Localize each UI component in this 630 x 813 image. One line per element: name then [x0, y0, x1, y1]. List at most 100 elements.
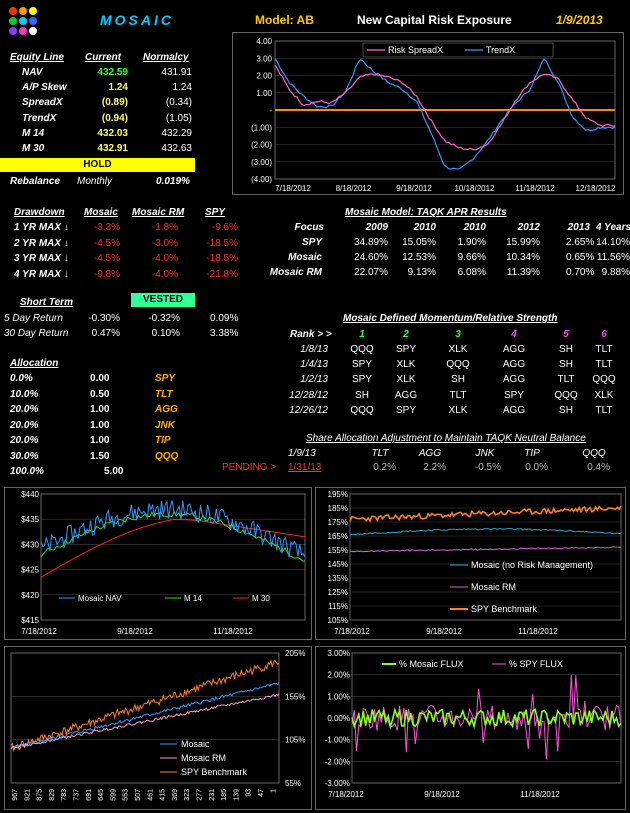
drawdown-header: Mosaic RM [132, 207, 185, 218]
drawdown-value: -4.5% [93, 253, 120, 264]
momentum-date: 1/2/13 [300, 374, 328, 386]
apr-value: 15.99% [506, 237, 540, 248]
rebalance-frequency: Monthly [77, 176, 113, 187]
y-tick-label: $415 [21, 616, 39, 625]
momentum-ticker: TLT [557, 374, 575, 386]
momentum-title: Mosaic Defined Momentum/Relative Strengt… [343, 313, 558, 324]
allocation-units: 1.50 [90, 450, 110, 462]
momentum-ticker: XLK [396, 374, 416, 386]
share-adj-title: Share Allocation Adjustment to Maintain … [306, 433, 586, 444]
equity-row-label: M 30 [22, 143, 45, 154]
allocation-percent: 10.0% [10, 388, 39, 400]
y-tick-label: 125% [328, 588, 348, 597]
x-tick-label: 1 [270, 789, 277, 793]
y-tick-label: 145% [328, 560, 348, 569]
share-adj-value: 0.0% [525, 462, 548, 473]
equity-row-normalcy: (1.05) [165, 112, 192, 124]
momentum-date: 1/8/13 [300, 344, 328, 355]
drawdown-value: -4.0% [151, 268, 178, 280]
momentum-date: 12/26/12 [289, 404, 328, 416]
x-tick-label: 7/18/2012 [21, 627, 57, 636]
allocation-units: 1.00 [90, 419, 110, 431]
share-adj-header: TIP [524, 448, 540, 459]
apr-row-label: Mosaic [288, 252, 322, 263]
y-tick-label: - [269, 106, 272, 115]
allocation-units: 1.00 [90, 435, 110, 446]
rank-number: 3 [455, 329, 461, 340]
x-tick-label: 9/18/2012 [117, 627, 153, 636]
share-adj-header: AGG [418, 448, 442, 459]
page-title: New Capital Risk Exposure [357, 13, 512, 27]
mosaic-line [10, 682, 280, 750]
allocation-ticker: SPY [155, 373, 176, 384]
y-tick-label: 4.00 [256, 37, 272, 46]
drawdown-value: -18.5% [206, 237, 238, 249]
drawdown-header: SPY [205, 207, 226, 218]
legend-label: % SPY FLUX [509, 659, 563, 669]
legend-label: SPY Benchmark [181, 767, 247, 777]
apr-value: 9.13% [407, 267, 436, 278]
rebalance-label: Rebalance [10, 176, 61, 187]
equity-row-normalcy: 432.63 [161, 143, 192, 154]
equity-row-current: 1.24 [108, 82, 128, 94]
share-adj-header: TLT [371, 448, 389, 459]
apr-value: 0.65% [566, 252, 595, 263]
equity-row-normalcy: 1.24 [172, 82, 192, 94]
momentum-ticker: XLK [448, 344, 468, 355]
y-tick-label: $435 [21, 515, 39, 524]
y-tick-label: $425 [21, 566, 39, 575]
equity-row-label: A/P Skew [22, 82, 67, 94]
allocation-percent: 20.0% [10, 404, 39, 415]
y-tick-label: 195% [328, 490, 348, 499]
trendx-line [274, 57, 616, 170]
legend-label: Mosaic RM [471, 582, 516, 592]
momentum-ticker: QQQ [592, 374, 616, 386]
pending-date: 1/31/13 [288, 462, 322, 473]
apr-header: 4 Years [596, 222, 630, 233]
apr-value: 12.53% [402, 252, 436, 263]
drawdown-value: -9.6% [211, 222, 238, 233]
equity-row-label: M 14 [22, 127, 45, 139]
x-tick-label: 323 [184, 789, 191, 801]
drawdown-value: -1.8% [151, 222, 178, 233]
momentum-ticker: QQQ [554, 389, 578, 401]
x-tick-label: 967 [12, 789, 19, 801]
momentum-ticker: AGG [394, 389, 418, 401]
percent-chart: 195% 185% 175% 165% 155% 145% 135% 125% 115% 105%… [315, 487, 626, 640]
momentum-ticker: SH [559, 359, 573, 371]
momentum-date: 1/4/13 [300, 359, 328, 371]
y-tick-label: 205% [285, 649, 305, 658]
momentum-ticker: AGG [502, 374, 526, 386]
m30-line [40, 519, 306, 578]
apr-value: 14.10% [596, 237, 630, 248]
spy-line [10, 659, 280, 753]
x-tick-label: 507 [135, 789, 142, 801]
x-tick-label: 875 [37, 789, 44, 801]
legend-label: Mosaic RM [181, 753, 226, 763]
drawdown-value: -21.8% [206, 268, 238, 280]
equity-row-normalcy: 431.91 [161, 67, 192, 78]
share-adj-header: JNK [475, 448, 495, 459]
status-badge: HOLD [0, 158, 195, 172]
drawdown-value: -9.8% [93, 268, 120, 280]
equity-row-normalcy: (0.34) [165, 97, 192, 109]
apr-header: 2010 [463, 222, 486, 233]
x-tick-label: 277 [197, 789, 204, 801]
drawdown-value: -3.3% [93, 222, 120, 233]
allocation-ticker: AGG [155, 404, 178, 415]
share-adj-value: 2.2% [423, 462, 446, 473]
rank-number: 6 [601, 329, 607, 340]
y-tick-label: 175% [328, 518, 348, 527]
momentum-ticker: QQQ [350, 404, 374, 416]
x-tick-label: 12/18/2012 [575, 184, 616, 193]
plot-area [10, 652, 280, 784]
apr-row-label: Mosaic RM [269, 267, 322, 278]
equity-row-label: NAV [22, 67, 43, 78]
long-term-chart: 205% 155% 105% 55% 967 921 875 829 783 737 691 645 5… [4, 646, 312, 810]
drawdown-value: -4.0% [151, 253, 178, 264]
mosaic-flux-line [351, 707, 622, 730]
y-tick-label: 185% [328, 504, 348, 513]
x-tick-label: 47 [258, 789, 265, 797]
apr-value: 2.65% [566, 237, 595, 248]
x-tick-label: 691 [86, 789, 93, 801]
